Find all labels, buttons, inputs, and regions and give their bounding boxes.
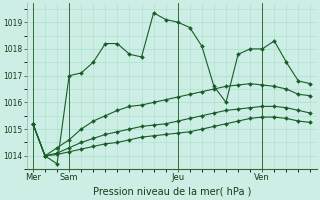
X-axis label: Pression niveau de la mer( hPa ): Pression niveau de la mer( hPa )	[92, 187, 251, 197]
